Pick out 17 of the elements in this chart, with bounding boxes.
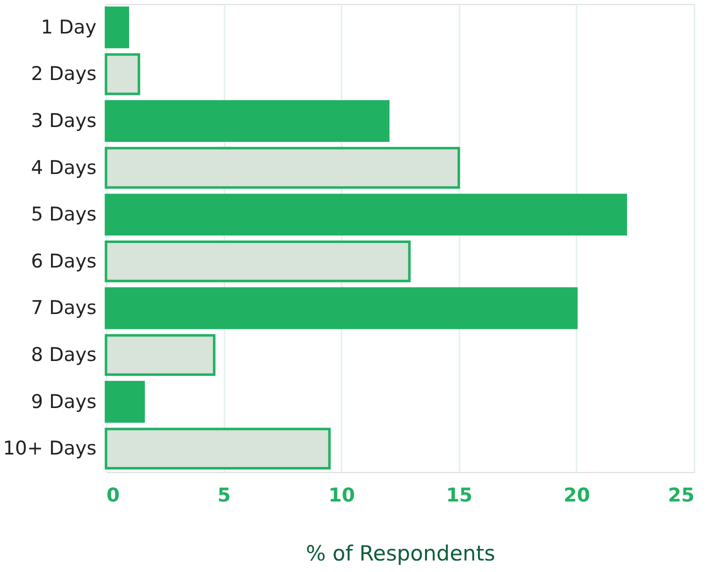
y-tick-label: 9 Days — [30, 390, 96, 413]
y-tick-label: 6 Days — [30, 250, 96, 272]
y-tick-label: 10+ Days — [2, 438, 96, 460]
y-tick-label: 4 Days — [30, 156, 96, 179]
y-tick-label: 1 Day — [40, 16, 96, 38]
x-tick-label: 10 — [328, 484, 355, 506]
x-tick-label: 15 — [446, 484, 473, 506]
y-tick-label: 3 Days — [30, 110, 96, 132]
x-tick-label: 25 — [668, 484, 694, 506]
x-axis-title: % of Respondents — [306, 542, 496, 566]
y-tick-label: 2 Days — [30, 63, 96, 86]
x-tick-label: 0 — [106, 484, 120, 506]
y-tick-label: 5 Days — [30, 204, 96, 226]
y-tick-label: 7 Days — [30, 297, 96, 320]
y-tick-label: 8 Days — [30, 344, 96, 366]
x-tick-label: 5 — [217, 484, 231, 506]
x-tick-label: 20 — [564, 484, 590, 506]
